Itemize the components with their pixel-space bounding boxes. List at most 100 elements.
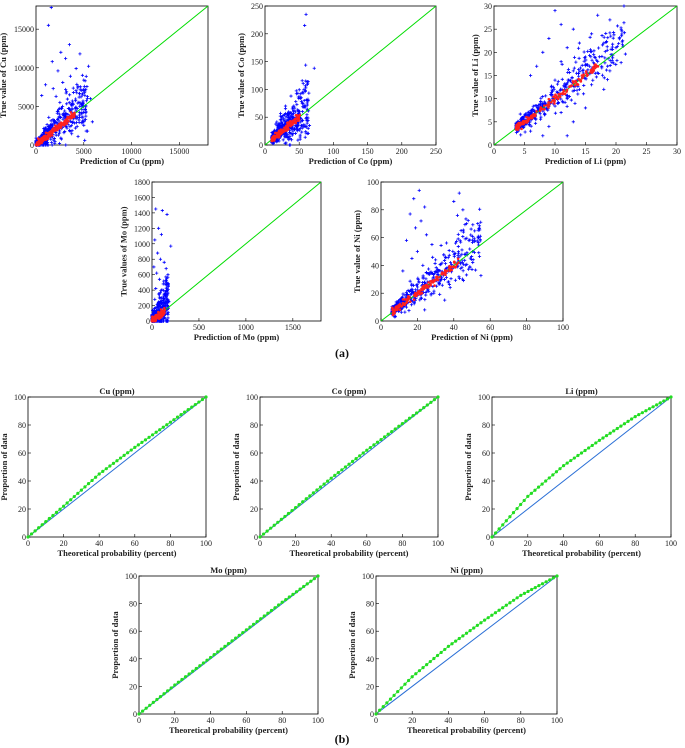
y-tick-label: 0 (254, 533, 258, 542)
y-axis-label: True value of Co (ppm) (236, 33, 246, 118)
scatter-point (602, 41, 606, 45)
scatter-point (600, 66, 604, 70)
x-tick-label: 0 (137, 716, 141, 725)
scatter-point (602, 76, 606, 80)
x-tick-label: 0 (379, 323, 383, 332)
scatter-point (590, 58, 594, 62)
scatter-point (57, 107, 61, 111)
qq-point (276, 520, 280, 524)
x-tick-label: 40 (327, 539, 335, 548)
scatter-point (159, 299, 163, 303)
qq-point (140, 709, 145, 713)
qq-point (526, 589, 530, 594)
scatter-point (65, 102, 69, 106)
dense-point (542, 104, 546, 107)
qq-point (322, 482, 326, 486)
qq-point (432, 398, 437, 402)
scatter-point (531, 104, 535, 108)
scatter-point (290, 107, 294, 111)
scatter-point (165, 319, 169, 323)
qq-point (259, 617, 263, 621)
dense-point (59, 121, 63, 125)
part-a-label: (a) (335, 346, 349, 360)
qq-point (515, 506, 519, 511)
dense-point (294, 121, 297, 125)
x-tick-label: 5 (523, 147, 527, 156)
qq-point (180, 677, 184, 682)
qq-point (612, 429, 616, 433)
scatter-point (606, 64, 610, 68)
qq-point (403, 682, 407, 686)
dense-point (409, 300, 412, 303)
qq-point (333, 473, 337, 477)
x-tick-label: 100 (327, 147, 339, 156)
scatter-point (75, 82, 79, 87)
scatter-point (577, 56, 581, 60)
qq-point (410, 675, 414, 679)
scatter-point (82, 123, 86, 127)
qq-point (269, 526, 273, 530)
qq-point (115, 459, 119, 463)
y-tick-label: 40 (366, 655, 374, 664)
scatter-point (612, 61, 616, 65)
scatter-point (64, 125, 68, 129)
qq-point (47, 516, 51, 521)
y-tick-label: 80 (482, 421, 490, 430)
qq-point (168, 420, 172, 424)
scatter-point (283, 111, 287, 116)
y-tick-label: 10 (484, 95, 492, 104)
dense-point (154, 317, 158, 320)
qq-point (205, 658, 209, 662)
scatter-point (166, 292, 170, 296)
scatter-point (609, 47, 613, 51)
qq-point (262, 614, 266, 618)
scatter-point (59, 50, 63, 54)
scatter-point (53, 139, 57, 144)
qq-point (269, 608, 274, 613)
qq-point (436, 395, 440, 399)
dense-point (552, 99, 556, 103)
scatter-point (161, 316, 165, 321)
chart-0: 0 5000 10000 15000 0 5000 10000 15000 Prediction… (0, 5, 209, 166)
scatter-point (614, 62, 618, 67)
qq-point (536, 485, 541, 489)
y-axis-label: Proportion of data (463, 433, 473, 501)
chart-title: Cu (ppm) (99, 386, 134, 396)
scatter-point (76, 101, 80, 105)
scatter-point (534, 104, 539, 108)
qq-point (540, 582, 545, 586)
qq-point (279, 517, 283, 521)
x-tick-label: 0 (26, 539, 30, 548)
x-tick-label: 60 (481, 716, 489, 725)
qq-point (186, 408, 190, 412)
qq-point (51, 513, 55, 518)
y-tick-label: 60 (366, 627, 374, 636)
scatter-point (304, 12, 308, 16)
qq-point (187, 672, 191, 676)
qq-point (294, 506, 298, 510)
scatter-point (72, 121, 77, 125)
qq-point (669, 395, 673, 399)
y-tick-label: 40 (250, 477, 258, 486)
y-tick-label: 80 (250, 421, 258, 430)
qq-point (316, 574, 320, 578)
qq-point (533, 488, 537, 492)
scatter-point (541, 101, 545, 105)
qq-point (136, 443, 140, 447)
scatter-point (556, 79, 560, 84)
dense-point (448, 269, 452, 273)
scatter-point (617, 42, 621, 46)
scatter-point (48, 123, 52, 127)
qq-point (165, 423, 169, 427)
scatter-point (519, 133, 523, 137)
scatter-point (608, 63, 612, 68)
y-tick-label: 80 (366, 600, 374, 609)
x-tick-label: 0 (492, 147, 496, 156)
qq-point (336, 471, 340, 475)
scatter-point (293, 131, 298, 136)
scatter-point (283, 135, 288, 139)
chart-6: 0 20 40 60 80 100 0 20 40 60 80 100 Theoretical prob… (231, 386, 444, 558)
qq-point (647, 407, 652, 411)
dense-point (272, 135, 276, 138)
scatter-point (597, 46, 601, 50)
